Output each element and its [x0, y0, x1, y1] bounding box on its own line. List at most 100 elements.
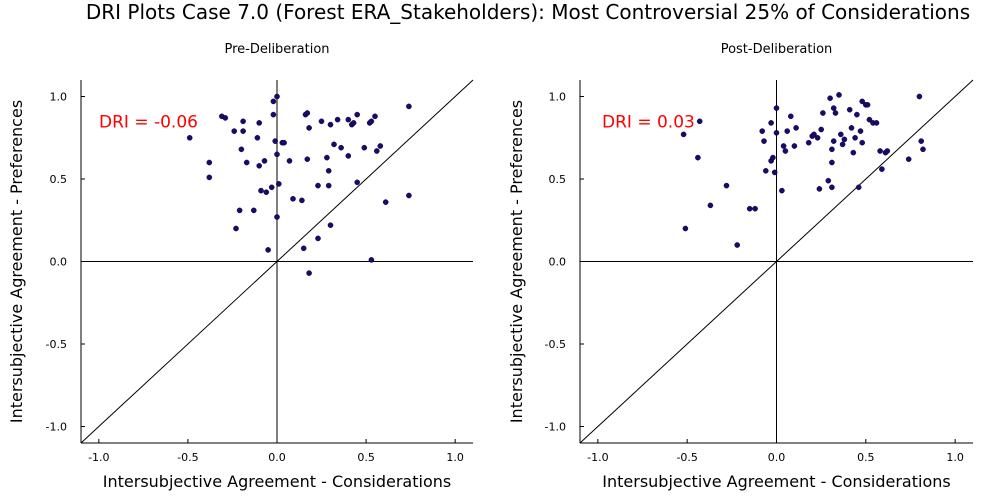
data-point: [829, 184, 835, 191]
data-point: [752, 205, 758, 212]
data-point: [696, 118, 703, 125]
data-point: [233, 225, 239, 232]
data-point: [857, 128, 864, 134]
data-point: [866, 116, 873, 123]
x-tick-label: -1.0: [88, 451, 109, 464]
data-point: [707, 202, 714, 209]
data-point: [240, 118, 246, 125]
x-tick-label: 0.5: [857, 451, 875, 464]
data-point: [261, 158, 268, 164]
data-point: [873, 120, 880, 126]
data-point: [763, 167, 769, 174]
data-point: [350, 120, 357, 126]
x-tick-label: 0.0: [268, 451, 286, 464]
data-point: [759, 128, 766, 134]
data-point: [345, 116, 352, 123]
data-point: [275, 181, 282, 187]
data-point: [829, 146, 835, 153]
x-tick-label: 1.0: [446, 451, 464, 464]
data-point: [325, 182, 332, 189]
x-tick-label: 0.0: [768, 451, 786, 464]
data-point: [406, 192, 412, 199]
data-point: [382, 199, 389, 205]
data-point: [377, 143, 384, 149]
data-point: [361, 144, 368, 151]
data-point: [263, 189, 270, 195]
panel-pre: Pre-Deliberation -1.0 -0.5 0.0 0.5 1.0 -1.0 -0.…: [7, 42, 474, 491]
data-point: [354, 179, 361, 186]
data-point: [855, 184, 862, 191]
y-axis-label: Intersubjective Agreement - Preferences: [507, 100, 526, 423]
data-point: [243, 159, 250, 166]
data-point: [864, 102, 871, 108]
data-point: [830, 105, 837, 111]
data-point: [274, 151, 280, 158]
data-point: [236, 207, 243, 214]
panel-subtitle: Pre-Deliberation: [224, 42, 329, 57]
data-point: [846, 106, 853, 113]
data-point: [354, 111, 361, 118]
x-axis-label: Intersubjective Agreement - Consideratio…: [103, 472, 451, 491]
x-tick-label: -0.5: [676, 451, 697, 464]
data-point: [222, 115, 229, 121]
panel-subtitle: Post-Deliberation: [721, 42, 833, 57]
data-point: [240, 128, 246, 134]
data-point: [373, 148, 380, 154]
data-point: [854, 111, 860, 118]
data-point: [406, 103, 412, 110]
data-point: [793, 125, 799, 131]
data-point: [723, 182, 730, 189]
data-point: [920, 146, 926, 153]
data-point: [270, 98, 277, 105]
y-axis-label: Intersubjective Agreement - Preferences: [7, 100, 26, 423]
data-point: [695, 154, 701, 161]
data-point: [773, 129, 780, 136]
y-tick-label: -1.0: [46, 421, 67, 434]
data-point: [331, 141, 337, 148]
data-point: [270, 111, 277, 118]
data-point: [327, 121, 334, 128]
data-point: [779, 187, 785, 194]
data-point: [238, 146, 245, 153]
data-point: [186, 134, 193, 141]
identity-diagonal-line: [80, 79, 474, 444]
y-tick-label: 0.0: [549, 256, 567, 269]
data-point: [788, 113, 794, 120]
data-point: [306, 270, 312, 276]
data-point: [877, 148, 883, 154]
data-point: [286, 158, 293, 164]
data-point: [306, 125, 312, 131]
data-point: [818, 126, 825, 133]
figure-title: DRI Plots Case 7.0 (Forest ERA_Stakehold…: [86, 0, 970, 24]
y-tick-label: 1.0: [549, 91, 567, 104]
data-point: [811, 131, 817, 138]
data-point: [852, 134, 858, 141]
data-point: [791, 143, 798, 149]
y-tick-label: 0.5: [549, 173, 567, 186]
data-point: [782, 148, 789, 154]
data-point: [206, 174, 213, 181]
data-point: [268, 184, 275, 191]
data-point: [841, 136, 848, 143]
dri-annotation: DRI = -0.06: [99, 112, 198, 132]
data-point: [254, 134, 261, 141]
data-point: [814, 134, 821, 141]
data-point: [916, 93, 923, 100]
data-point: [859, 98, 866, 105]
x-tick-label: 1.0: [946, 451, 964, 464]
data-point: [325, 167, 332, 174]
x-tick-label: 0.5: [357, 451, 375, 464]
data-point: [879, 166, 885, 172]
data-point: [345, 153, 352, 159]
data-point: [274, 214, 280, 220]
data-point: [256, 120, 263, 126]
data-point: [327, 222, 334, 228]
data-point: [805, 139, 812, 146]
data-point: [829, 159, 835, 166]
data-point: [256, 162, 263, 169]
data-point: [290, 195, 296, 202]
data-point: [368, 118, 375, 125]
data-point: [825, 177, 832, 184]
data-point: [773, 105, 780, 111]
